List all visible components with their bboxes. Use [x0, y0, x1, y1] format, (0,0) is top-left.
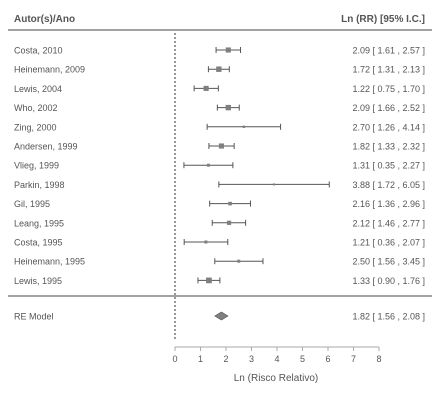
study-ci-text: 2.09 [ 1.66 , 2.52 ] [352, 103, 425, 113]
point-estimate [206, 163, 210, 167]
study-label: Costa, 1995 [14, 238, 63, 248]
study-row: Gil, 1995 2.16 [ 1.36 , 2.96 ] [14, 199, 425, 209]
study-row: Zing, 2000 2.70 [ 1.26 , 4.14 ] [14, 122, 425, 132]
x-tick-label: 8 [376, 354, 381, 364]
point-estimate [237, 259, 241, 263]
study-ci-text: 2.09 [ 1.61 , 2.57 ] [352, 46, 425, 56]
study-row: Costa, 2010 2.09 [ 1.61 , 2.57 ] [14, 46, 425, 56]
study-ci-text: 2.12 [ 1.46 , 2.77 ] [352, 218, 425, 228]
study-ci-text: 1.31 [ 0.35 , 2.27 ] [352, 161, 425, 171]
header-right: Ln (RR) [95% I.C.] [341, 14, 425, 25]
point-estimate [242, 125, 246, 128]
summary-diamond [214, 311, 229, 321]
x-tick-label: 6 [325, 354, 330, 364]
x-tick-label: 7 [351, 354, 356, 364]
x-tick-label: 3 [249, 354, 254, 364]
study-ci-text: 2.50 [ 1.56 , 3.45 ] [352, 257, 425, 267]
study-label: Vlieg, 1999 [14, 161, 59, 171]
study-label: Costa, 2010 [14, 46, 63, 56]
study-row: Who, 2002 2.09 [ 1.66 , 2.52 ] [14, 103, 425, 113]
x-axis: 0 1 2 3 4 5 6 7 8 [172, 346, 382, 364]
study-row: Vlieg, 1999 1.31 [ 0.35 , 2.27 ] [14, 161, 425, 171]
study-ci-text: 1.82 [ 1.33 , 2.32 ] [352, 142, 425, 152]
study-label: Heinemann, 2009 [14, 65, 85, 75]
study-ci-text: 1.21 [ 0.36 , 2.07 ] [352, 238, 425, 248]
header-left: Autor(s)/Ano [14, 14, 75, 25]
x-tick-label: 4 [274, 354, 279, 364]
point-estimate [226, 220, 232, 225]
study-ci-text: 1.22 [ 0.75 , 1.70 ] [352, 84, 425, 94]
point-estimate [218, 143, 224, 149]
point-estimate [228, 201, 232, 206]
point-estimate [204, 240, 208, 244]
summary-row: RE Model 1.82 [ 1.56 , 2.08 ] [14, 312, 425, 322]
study-row: Leang, 1995 2.12 [ 1.46 , 2.77 ] [14, 218, 425, 228]
study-ci-text: 2.16 [ 1.36 , 2.96 ] [352, 199, 425, 209]
study-ci-text: 1.33 [ 0.90 , 1.76 ] [352, 276, 425, 286]
study-row: Lewis, 2004 1.22 [ 0.75 , 1.70 ] [14, 84, 425, 94]
point-estimate [225, 104, 231, 111]
study-label: Zing, 2000 [14, 122, 57, 132]
study-row: Lewis, 1995 1.33 [ 0.90 , 1.76 ] [14, 276, 425, 286]
study-row: Heinemann, 1995 2.50 [ 1.56 , 3.45 ] [14, 257, 425, 267]
study-label: Lewis, 2004 [14, 84, 62, 94]
study-ci-text: 1.72 [ 1.31 , 2.13 ] [352, 65, 425, 75]
x-tick-label: 0 [172, 354, 177, 364]
study-row: Heinemann, 2009 1.72 [ 1.31 , 2.13 ] [14, 65, 425, 75]
study-label: Leang, 1995 [14, 218, 64, 228]
study-ci-text: 2.70 [ 1.26 , 4.14 ] [352, 122, 425, 132]
study-label: Gil, 1995 [14, 199, 50, 209]
plot-area: Costa, 2010 2.09 [ 1.61 , 2.57 ] Heinemann… [14, 33, 425, 340]
study-row: Costa, 1995 1.21 [ 0.36 , 2.07 ] [14, 238, 425, 248]
x-axis-label: Ln (Risco Relativo) [234, 373, 318, 384]
point-estimate [225, 47, 231, 53]
study-label: Andersen, 1999 [14, 142, 78, 152]
study-label: Who, 2002 [14, 103, 58, 113]
study-label: Heinemann, 1995 [14, 257, 85, 267]
summary-label: RE Model [14, 312, 54, 322]
x-tick-label: 5 [300, 354, 305, 364]
header: Autor(s)/Ano Ln (RR) [95% I.C.] [14, 14, 425, 25]
point-estimate [216, 66, 222, 72]
study-row: Andersen, 1999 1.82 [ 1.33 , 2.32 ] [14, 142, 425, 152]
study-label: Lewis, 1995 [14, 276, 62, 286]
study-label: Parkin, 1998 [14, 180, 65, 190]
point-estimate [203, 85, 209, 91]
x-tick-label: 1 [198, 354, 203, 364]
point-estimate [206, 277, 212, 284]
summary-ci-text: 1.82 [ 1.56 , 2.08 ] [352, 312, 425, 322]
study-ci-text: 3.88 [ 1.72 , 6.05 ] [352, 180, 425, 190]
point-estimate [272, 183, 275, 186]
study-row: Parkin, 1998 3.88 [ 1.72 , 6.05 ] [14, 180, 425, 190]
x-tick-label: 2 [223, 354, 228, 364]
